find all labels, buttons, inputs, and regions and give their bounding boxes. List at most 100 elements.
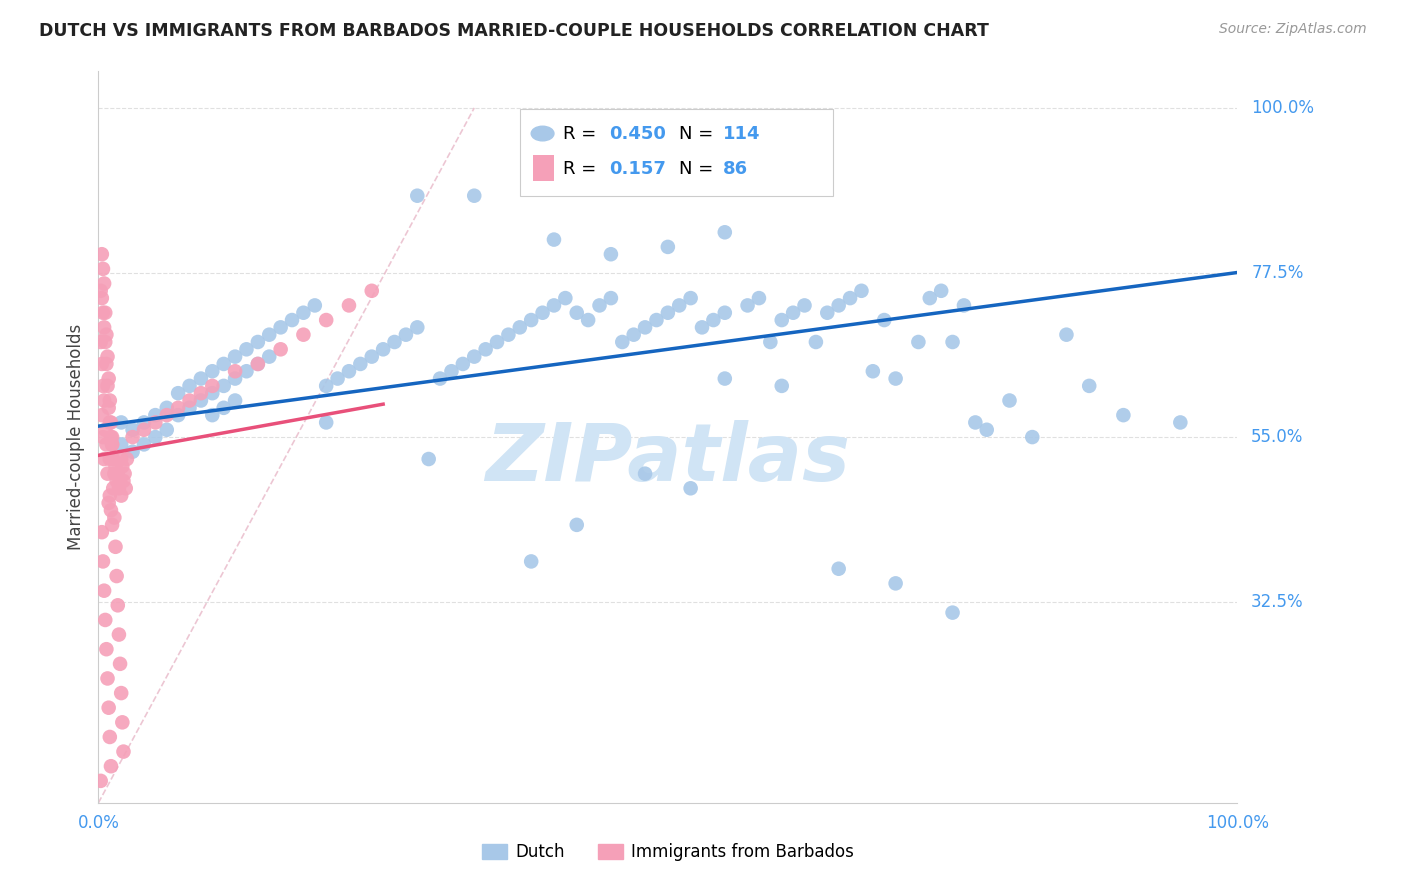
Point <box>97 496 120 510</box>
Point <box>93 277 115 291</box>
Point <box>668 298 690 312</box>
Point <box>907 334 929 349</box>
Point <box>94 423 117 437</box>
Point <box>98 393 121 408</box>
Point <box>576 313 599 327</box>
Point <box>112 474 135 488</box>
Point <box>246 334 269 349</box>
Point <box>114 467 136 481</box>
Point <box>98 452 121 467</box>
Point <box>91 261 114 276</box>
Point <box>463 188 485 202</box>
Point <box>395 327 418 342</box>
Text: N =: N = <box>679 160 720 178</box>
Point <box>315 416 337 430</box>
Point <box>96 642 118 657</box>
Point <box>645 313 668 327</box>
Point <box>97 371 120 385</box>
Text: 86: 86 <box>723 160 748 178</box>
Point <box>90 284 112 298</box>
Point <box>121 430 143 444</box>
Point <box>259 350 281 364</box>
Point <box>520 554 543 568</box>
Point <box>179 379 201 393</box>
Point <box>337 298 360 312</box>
Text: R =: R = <box>562 125 602 143</box>
Point <box>349 357 371 371</box>
Point <box>235 364 257 378</box>
Point <box>103 467 125 481</box>
Text: ZIPatlas: ZIPatlas <box>485 420 851 498</box>
Point <box>94 613 117 627</box>
Point <box>212 357 235 371</box>
Point <box>90 357 112 371</box>
FancyBboxPatch shape <box>520 110 832 195</box>
Point <box>998 393 1021 408</box>
Point <box>94 334 117 349</box>
Point <box>463 350 485 364</box>
Point <box>371 343 394 357</box>
Point <box>281 313 304 327</box>
Point <box>93 583 115 598</box>
Point <box>337 364 360 378</box>
Point <box>201 408 224 422</box>
Point <box>111 715 134 730</box>
Point <box>110 416 132 430</box>
Point <box>474 343 496 357</box>
Point <box>759 334 782 349</box>
Legend: Dutch, Immigrants from Barbados: Dutch, Immigrants from Barbados <box>475 837 860 868</box>
Point <box>132 416 155 430</box>
Point <box>702 313 724 327</box>
Point <box>121 423 143 437</box>
Point <box>100 759 122 773</box>
Point <box>156 423 179 437</box>
Point <box>96 437 118 451</box>
Point <box>429 371 451 385</box>
Point <box>714 306 737 320</box>
Point <box>486 334 509 349</box>
Point <box>98 730 121 744</box>
Point <box>440 364 463 378</box>
Point <box>105 474 128 488</box>
Point <box>90 408 112 422</box>
Point <box>103 510 125 524</box>
Point <box>976 423 998 437</box>
Point <box>132 423 155 437</box>
Point <box>1054 327 1078 342</box>
Circle shape <box>531 127 554 141</box>
Point <box>112 745 135 759</box>
Point <box>100 503 122 517</box>
Point <box>793 298 815 312</box>
Point <box>96 327 118 342</box>
Text: 0.157: 0.157 <box>609 160 665 178</box>
Point <box>201 386 224 401</box>
Point <box>100 416 122 430</box>
Point <box>657 240 679 254</box>
Point <box>270 320 292 334</box>
Point <box>259 327 281 342</box>
Point <box>90 291 112 305</box>
Point <box>145 416 167 430</box>
Point <box>90 525 112 540</box>
Point <box>406 188 429 202</box>
Text: R =: R = <box>562 160 602 178</box>
Point <box>565 306 588 320</box>
Point <box>406 320 429 334</box>
Text: 100.0%: 100.0% <box>1251 99 1315 117</box>
Point <box>839 291 862 305</box>
Point <box>167 408 190 422</box>
Point <box>418 452 440 467</box>
Point <box>145 430 167 444</box>
Point <box>132 437 155 451</box>
Point <box>98 416 121 430</box>
Text: N =: N = <box>679 125 720 143</box>
Point <box>110 452 132 467</box>
Point <box>91 554 114 568</box>
Point <box>108 481 131 495</box>
Point <box>101 437 124 451</box>
Point <box>93 393 115 408</box>
Point <box>873 313 896 327</box>
Point <box>679 291 702 305</box>
Point <box>543 233 565 247</box>
Point <box>815 306 838 320</box>
